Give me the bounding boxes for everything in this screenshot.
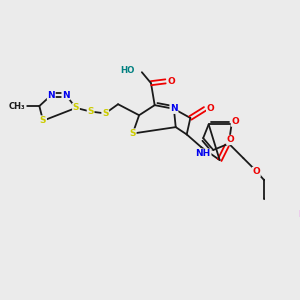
Text: S: S bbox=[87, 107, 94, 116]
Text: O: O bbox=[227, 135, 235, 144]
Text: CH₃: CH₃ bbox=[9, 102, 26, 111]
Text: S: S bbox=[40, 116, 46, 125]
Text: NH: NH bbox=[196, 149, 211, 158]
Text: S: S bbox=[102, 109, 109, 118]
Text: O: O bbox=[207, 104, 214, 113]
Text: S: S bbox=[130, 129, 136, 138]
Text: O: O bbox=[167, 77, 175, 86]
Text: F: F bbox=[298, 211, 300, 220]
Text: S: S bbox=[40, 116, 46, 125]
Text: N: N bbox=[62, 91, 70, 100]
Text: N: N bbox=[170, 104, 178, 113]
Text: O: O bbox=[231, 117, 239, 126]
Text: O: O bbox=[252, 167, 260, 176]
Text: N: N bbox=[47, 91, 55, 100]
Text: HO: HO bbox=[120, 66, 134, 75]
Text: S: S bbox=[73, 103, 79, 112]
